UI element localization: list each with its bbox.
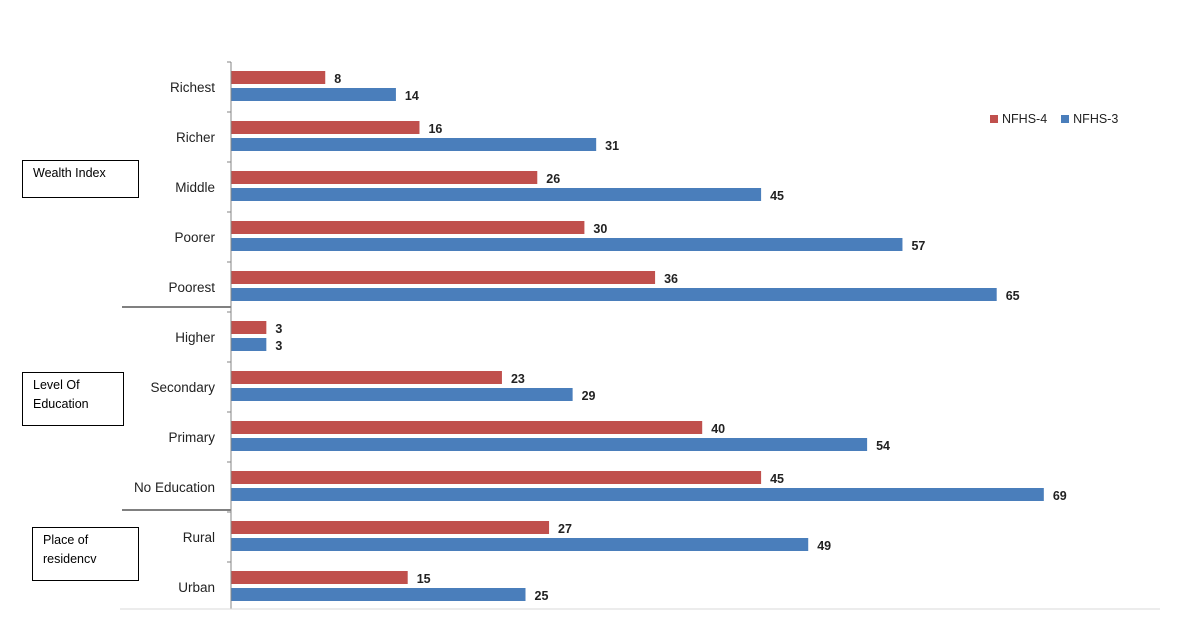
- group-label-residence-line2: residencv: [43, 552, 97, 566]
- group-label-place-of-residence: Place of residencv: [32, 527, 139, 581]
- data-label-nfhs-3-higher: 3: [275, 339, 282, 353]
- bar-nfhs-3-higher: [231, 338, 267, 351]
- data-label-nfhs-3-richest: 14: [405, 89, 419, 103]
- bar-nfhs-3-urban: [231, 588, 526, 601]
- data-label-nfhs-3-urban: 25: [535, 589, 549, 603]
- legend: NFHS-4 NFHS-3: [990, 112, 1118, 126]
- data-label-nfhs-4-no-education: 45: [770, 472, 784, 486]
- bar-nfhs-4-middle: [231, 171, 538, 184]
- category-label-higher: Higher: [175, 330, 215, 345]
- bar-nfhs-3-no-education: [231, 488, 1044, 501]
- data-label-nfhs-3-rural: 49: [817, 539, 831, 553]
- legend-label-nfhs4: NFHS-4: [1002, 112, 1048, 126]
- bar-nfhs-4-urban: [231, 571, 408, 584]
- category-label-rural: Rural: [183, 530, 215, 545]
- bar-nfhs-3-poorest: [231, 288, 997, 301]
- group-label-residence-line1: Place of: [43, 533, 89, 547]
- group-label-wealth-index: Wealth Index: [22, 160, 139, 198]
- bar-nfhs-3-poorer: [231, 238, 903, 251]
- category-label-primary: Primary: [169, 430, 216, 445]
- bar-nfhs-3-secondary: [231, 388, 573, 401]
- bar-nfhs-4-poorer: [231, 221, 585, 234]
- data-label-nfhs-3-no-education: 69: [1053, 489, 1067, 503]
- category-label-secondary: Secondary: [150, 380, 215, 395]
- legend-swatch-nfhs4: [990, 115, 998, 123]
- bar-nfhs-3-primary: [231, 438, 868, 451]
- data-label-nfhs-3-poorest: 65: [1006, 289, 1020, 303]
- group-label-education-line2: Education: [33, 397, 89, 411]
- category-label-richest: Richest: [170, 80, 215, 95]
- bar-nfhs-4-poorest: [231, 271, 656, 284]
- bar-nfhs-3-middle: [231, 188, 762, 201]
- data-label-nfhs-4-richest: 8: [334, 72, 341, 86]
- bar-nfhs-3-rural: [231, 538, 809, 551]
- data-label-nfhs-4-higher: 3: [275, 322, 282, 336]
- legend-label-nfhs3: NFHS-3: [1073, 112, 1119, 126]
- data-label-nfhs-3-richer: 31: [605, 139, 619, 153]
- group-label-wealth-text: Wealth Index: [33, 166, 106, 180]
- category-label-urban: Urban: [178, 580, 215, 595]
- bar-nfhs-3-richer: [231, 138, 597, 151]
- category-label-poorest: Poorest: [168, 280, 215, 295]
- bar-nfhs-4-secondary: [231, 371, 502, 384]
- data-label-nfhs-4-middle: 26: [546, 172, 560, 186]
- bar-nfhs-4-richer: [231, 121, 420, 134]
- category-label-poorer: Poorer: [174, 230, 215, 245]
- bar-nfhs-4-primary: [231, 421, 703, 434]
- data-label-nfhs-4-richer: 16: [428, 122, 442, 136]
- bar-nfhs-3-richest: [231, 88, 396, 101]
- bar-nfhs-4-rural: [231, 521, 550, 534]
- data-label-nfhs-4-poorer: 30: [593, 222, 607, 236]
- data-label-nfhs-3-middle: 45: [770, 189, 784, 203]
- legend-item-nfhs4: NFHS-4: [990, 112, 1047, 126]
- bar-nfhs-4-richest: [231, 71, 326, 84]
- data-label-nfhs-3-poorer: 57: [911, 239, 925, 253]
- data-label-nfhs-3-secondary: 29: [582, 389, 596, 403]
- data-label-nfhs-4-rural: 27: [558, 522, 572, 536]
- data-label-nfhs-3-primary: 54: [876, 439, 890, 453]
- bar-nfhs-4-higher: [231, 321, 267, 334]
- data-label-nfhs-4-poorest: 36: [664, 272, 678, 286]
- legend-swatch-nfhs3: [1061, 115, 1070, 123]
- legend-item-nfhs3: NFHS-3: [1061, 112, 1118, 126]
- data-label-nfhs-4-primary: 40: [711, 422, 725, 436]
- data-label-nfhs-4-urban: 15: [417, 572, 431, 586]
- group-label-level-of-education: Level Of Education: [22, 372, 124, 426]
- category-label-richer: Richer: [176, 130, 216, 145]
- bar-nfhs-4-no-education: [231, 471, 762, 484]
- category-label-no-education: No Education: [134, 480, 215, 495]
- category-label-middle: Middle: [175, 180, 215, 195]
- data-label-nfhs-4-secondary: 23: [511, 372, 525, 386]
- group-label-education-line1: Level Of: [33, 378, 80, 392]
